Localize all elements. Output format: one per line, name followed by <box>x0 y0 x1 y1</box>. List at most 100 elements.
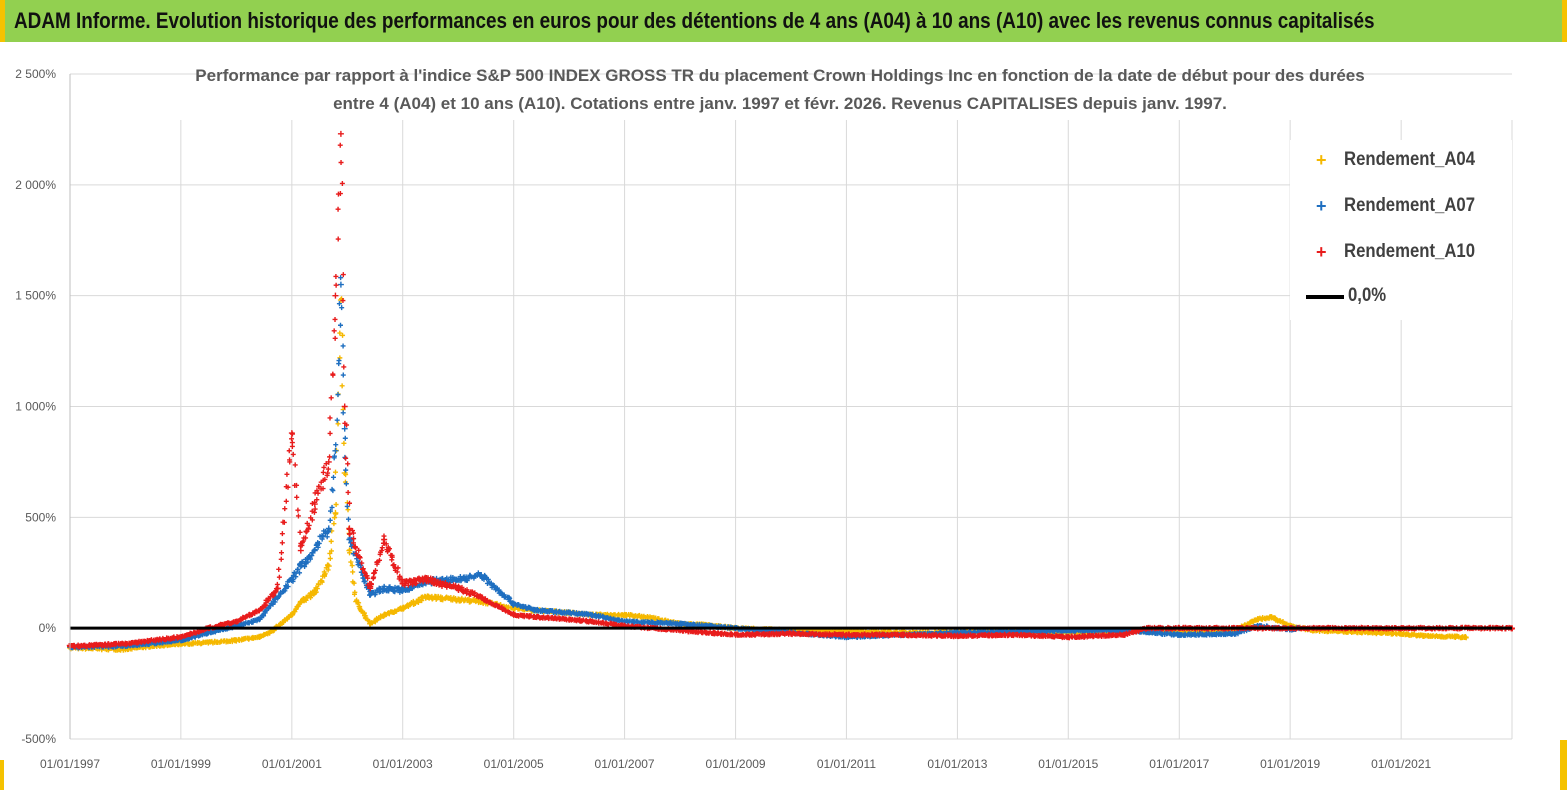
data-point-key <box>205 639 212 646</box>
data-point <box>333 273 339 279</box>
data-point <box>349 563 355 569</box>
data-point <box>278 550 284 556</box>
corner-accent-bottom-right <box>1560 740 1567 790</box>
data-point <box>315 581 321 587</box>
data-point <box>338 275 344 281</box>
data-point <box>344 503 350 509</box>
data-point <box>324 534 330 540</box>
data-point <box>333 502 339 508</box>
chart-grid <box>69 73 1513 740</box>
data-point <box>316 540 322 546</box>
data-point <box>295 507 301 513</box>
data-point <box>327 555 333 561</box>
data-point <box>340 372 346 378</box>
data-point <box>343 467 349 473</box>
data-point-key <box>399 605 406 612</box>
data-point <box>379 545 385 551</box>
data-point-key <box>337 281 344 288</box>
data-point <box>279 531 285 537</box>
data-point <box>327 415 333 421</box>
data-point <box>329 504 335 510</box>
data-point <box>285 584 291 590</box>
data-point <box>328 508 334 514</box>
data-point <box>292 462 298 468</box>
data-point <box>305 559 311 565</box>
data-point <box>327 454 333 460</box>
data-point <box>340 343 346 349</box>
data-point-key <box>297 598 304 605</box>
data-point <box>339 305 345 311</box>
corner-accent-top-left <box>0 0 5 42</box>
corner-accent-top-right <box>1562 0 1567 42</box>
data-point-key <box>1268 614 1275 621</box>
data-point-key <box>367 620 374 627</box>
data-point <box>360 575 366 581</box>
data-point <box>333 442 339 448</box>
data-point <box>335 392 341 398</box>
data-point <box>329 528 335 534</box>
data-point <box>339 383 345 389</box>
data-point <box>351 580 357 586</box>
data-point <box>282 506 288 512</box>
data-point <box>283 498 289 504</box>
data-point <box>332 515 338 521</box>
data-point <box>284 471 290 477</box>
data-point <box>276 566 282 572</box>
data-point <box>335 236 341 242</box>
data-point <box>320 534 326 540</box>
data-point <box>319 578 325 584</box>
data-point-key <box>288 611 295 618</box>
data-point-key <box>332 447 339 454</box>
data-point <box>337 142 343 148</box>
data-point <box>334 417 340 423</box>
data-point <box>297 529 303 535</box>
data-point <box>345 516 351 522</box>
data-point <box>328 538 334 544</box>
data-point <box>337 330 343 336</box>
data-point-key <box>341 470 348 476</box>
data-point <box>333 469 339 475</box>
data-point-key <box>233 637 240 644</box>
data-point <box>350 569 356 575</box>
data-point <box>331 455 337 461</box>
data-point-key <box>455 596 462 603</box>
data-point <box>327 430 333 436</box>
data-point-key <box>1398 630 1405 637</box>
data-point <box>341 364 347 370</box>
data-point <box>342 435 348 441</box>
data-point <box>352 591 358 597</box>
data-point <box>343 481 349 487</box>
data-point-key <box>353 598 360 605</box>
data-point <box>331 328 337 334</box>
data-point <box>289 443 295 449</box>
data-point <box>459 595 465 601</box>
data-point <box>328 395 334 401</box>
data-point <box>343 455 349 461</box>
data-point-key <box>644 614 651 621</box>
data-point <box>337 355 343 361</box>
data-point-key <box>256 634 263 641</box>
data-point-key <box>422 594 429 601</box>
data-point <box>347 531 353 537</box>
data-point <box>345 461 351 467</box>
data-point <box>328 548 334 554</box>
data-point <box>362 578 368 584</box>
data-point <box>342 454 348 460</box>
data-point <box>331 521 337 527</box>
data-point <box>335 421 341 427</box>
data-point <box>333 282 339 288</box>
data-point <box>348 559 354 565</box>
report-banner: ADAM Informe. Evolution historique des p… <box>0 0 1567 42</box>
data-point <box>276 574 282 580</box>
data-point-key <box>325 563 332 570</box>
report-title: ADAM Informe. Evolution historique des p… <box>14 8 1375 33</box>
data-point <box>372 591 378 597</box>
data-point <box>335 206 341 212</box>
data-point-key <box>311 589 318 596</box>
data-point <box>278 556 284 562</box>
data-point <box>332 335 338 341</box>
data-point <box>320 469 326 475</box>
data-point-key <box>1462 634 1469 641</box>
data-point <box>332 316 338 322</box>
